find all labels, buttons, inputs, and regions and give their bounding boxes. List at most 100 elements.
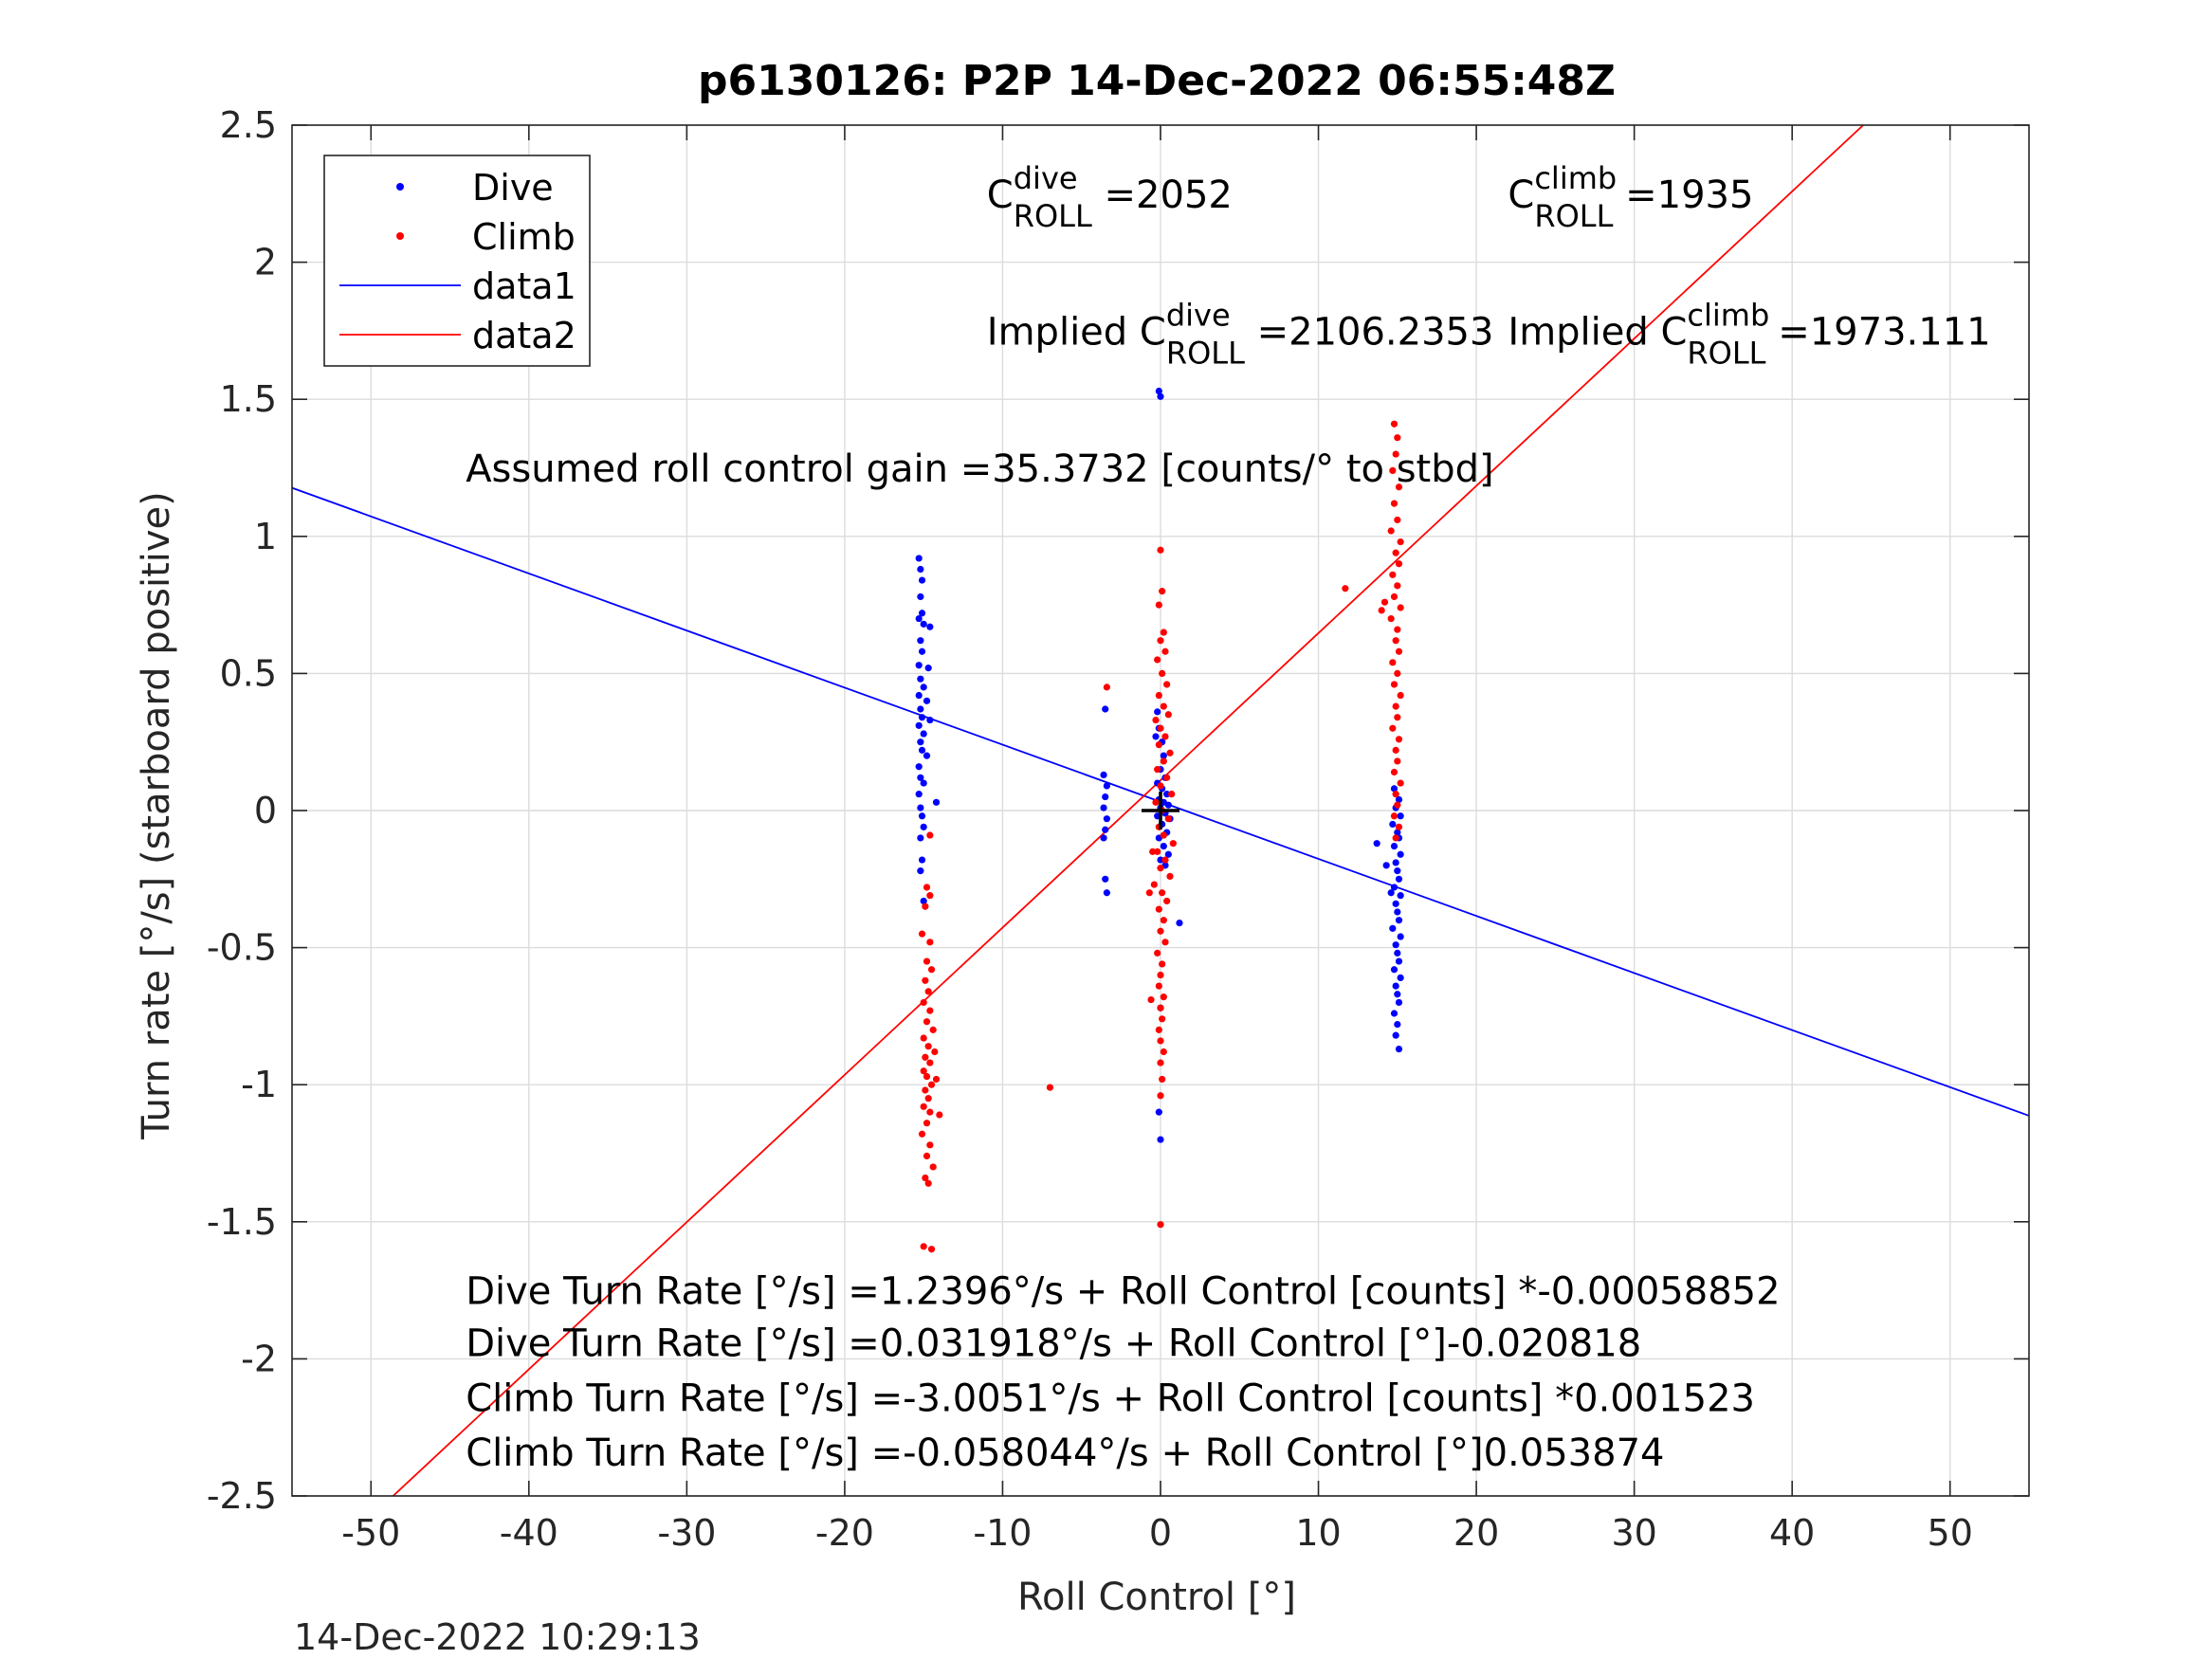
point-dive	[1373, 840, 1380, 848]
point-climb	[1157, 1059, 1164, 1066]
legend-label: Climb	[472, 216, 576, 258]
point-dive	[1395, 917, 1403, 924]
point-climb	[1160, 1048, 1167, 1056]
point-dive	[1397, 812, 1404, 820]
point-climb	[918, 1130, 926, 1138]
point-dive	[1163, 791, 1171, 798]
point-climb	[927, 1246, 936, 1253]
point-climb	[1159, 960, 1166, 968]
point-dive	[920, 823, 927, 830]
point-dive	[1394, 949, 1401, 957]
point-climb	[1150, 881, 1158, 888]
point-dive	[915, 791, 923, 798]
point-dive	[1389, 924, 1397, 932]
point-dive	[917, 867, 924, 875]
point-dive	[1397, 974, 1404, 982]
point-climb	[1387, 527, 1395, 535]
x-tick-label: 10	[1295, 1512, 1341, 1554]
point-dive	[1102, 826, 1109, 833]
y-axis-ticks: -2.5 -2 -1.5 -1 -0.5 0 0.5 1 1.5 2 2.5	[207, 104, 2029, 1517]
point-climb	[926, 1141, 934, 1149]
point-dive	[1160, 842, 1167, 850]
x-tick-label: 50	[1928, 1512, 1973, 1554]
point-dive	[918, 576, 926, 584]
point-climb	[1169, 840, 1177, 848]
point-dive	[915, 691, 923, 700]
legend-label: data2	[472, 315, 576, 356]
point-climb	[924, 1095, 932, 1103]
point-climb	[1163, 681, 1171, 688]
x-tick-label: -50	[341, 1512, 400, 1554]
point-dive	[1164, 801, 1172, 809]
point-climb	[1157, 637, 1164, 645]
point-climb	[1392, 746, 1399, 754]
point-dive	[923, 752, 931, 759]
y-tick-label: 2	[254, 242, 277, 283]
point-climb	[1392, 549, 1399, 556]
point-climb	[1160, 629, 1167, 636]
point-climb	[1390, 812, 1398, 820]
point-dive	[924, 665, 932, 672]
point-climb	[1157, 546, 1164, 554]
point-dive	[1390, 1010, 1398, 1017]
point-climb	[1168, 791, 1176, 798]
annotation-7: Climb Turn Rate [°/s] =-3.0051°/s + Roll…	[466, 1376, 1755, 1420]
point-dive	[920, 779, 927, 787]
point-climb	[922, 902, 929, 910]
point-dive	[1176, 919, 1183, 927]
x-tick-label: -20	[815, 1512, 874, 1554]
x-tick-label: 30	[1611, 1512, 1656, 1554]
point-climb	[1154, 949, 1161, 957]
point-dive	[915, 763, 923, 771]
point-dive	[1389, 820, 1397, 829]
annotation-5: Dive Turn Rate [°/s] =1.2396°/s + Roll C…	[466, 1270, 1780, 1314]
point-climb	[922, 1086, 929, 1094]
point-dive	[1392, 1031, 1399, 1039]
point-dive	[917, 834, 924, 842]
point-climb	[1378, 607, 1385, 614]
point-climb	[1155, 740, 1162, 749]
x-tick-label: 20	[1453, 1512, 1499, 1554]
point-climb	[926, 1007, 934, 1014]
point-climb	[923, 884, 931, 891]
point-climb	[1394, 516, 1401, 524]
point-dive	[1395, 957, 1403, 965]
point-dive	[918, 856, 926, 864]
point-climb	[924, 988, 932, 995]
point-climb	[923, 957, 931, 965]
point-climb	[1390, 592, 1398, 601]
point-dive	[1390, 842, 1398, 850]
y-tick-label: 0	[254, 790, 277, 831]
point-climb	[1394, 801, 1401, 809]
annotation-6: Dive Turn Rate [°/s] =0.031918°/s + Roll…	[466, 1322, 1641, 1366]
point-climb	[1397, 538, 1404, 546]
point-dive	[1390, 785, 1398, 793]
annotation-4: Assumed roll control gain =35.3732 [coun…	[466, 447, 1493, 491]
point-climb	[1152, 798, 1160, 806]
point-climb	[1160, 757, 1167, 765]
point-climb	[1155, 905, 1162, 913]
point-climb	[1392, 637, 1399, 645]
point-climb	[1397, 691, 1404, 700]
point-climb	[1380, 598, 1389, 606]
point-climb	[929, 1026, 937, 1033]
point-climb	[1149, 848, 1157, 855]
point-dive	[1390, 966, 1398, 974]
point-climb	[920, 1243, 927, 1250]
point-climb	[1392, 834, 1399, 842]
point-climb	[1395, 823, 1403, 830]
point-climb	[927, 1081, 936, 1088]
legend: Dive Climb data1 data2	[323, 155, 591, 367]
point-dive	[1392, 982, 1399, 990]
y-tick-label: -2.5	[207, 1475, 277, 1517]
point-climb	[923, 1120, 931, 1127]
point-dive	[1392, 941, 1399, 949]
x-tick-label: 40	[1769, 1512, 1815, 1554]
point-climb	[1390, 500, 1398, 507]
point-dive	[1157, 856, 1164, 864]
annotation-8: Climb Turn Rate [°/s] =-0.058044°/s + Ro…	[466, 1431, 1664, 1475]
x-axis-ticks: -50 -40 -30 -20 -10 0 10 20 30 40 50	[341, 125, 1973, 1554]
annotation-1: Cclimb ROLL =1935	[1508, 160, 1753, 234]
point-climb	[1159, 1015, 1166, 1023]
